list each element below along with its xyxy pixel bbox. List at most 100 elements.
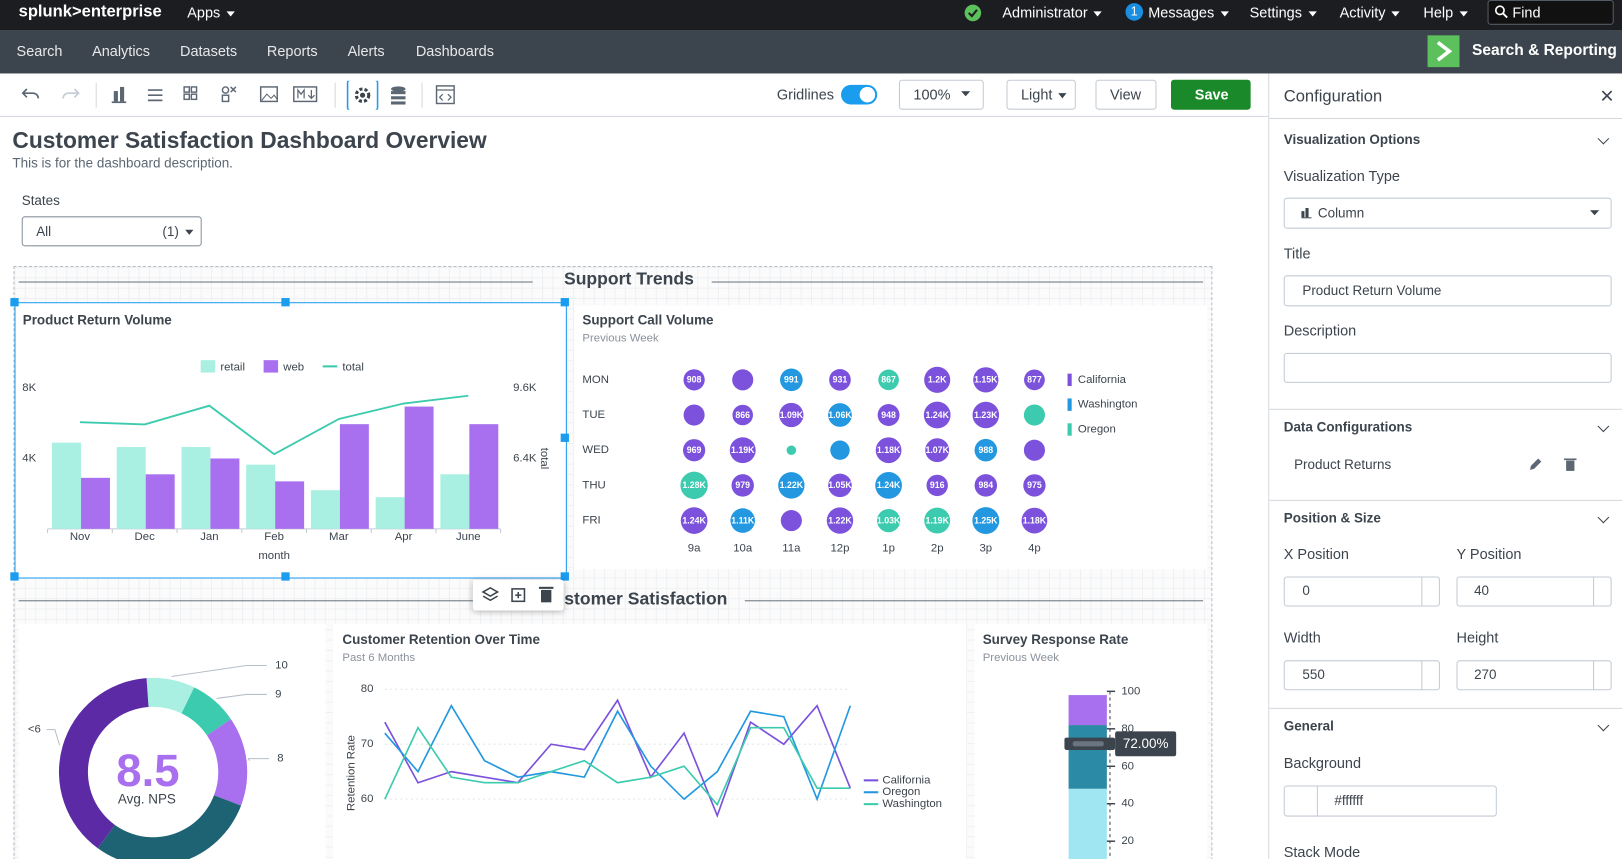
user-menu[interactable]: Administrator [1002,4,1102,21]
input-count: (1) [162,224,193,241]
messages-menu[interactable]: Messages [1148,4,1228,21]
resize-handle[interactable] [560,572,569,581]
theme-value: Light [1021,86,1067,103]
resize-handle[interactable] [10,572,19,581]
x-input[interactable] [1283,576,1441,607]
close-button[interactable] [1601,90,1613,101]
zoom-value: 100% [913,85,951,103]
input-label: States [21,192,60,209]
field-label: Width [1283,629,1321,646]
section-rule [711,281,1204,283]
panel[interactable] [974,624,1208,859]
section-header[interactable]: Visualization Options [1283,131,1421,147]
help-menu[interactable]: Help [1423,4,1467,21]
data-source-actions[interactable] [1529,457,1581,471]
app-icon [1427,35,1460,68]
height-input[interactable] [1456,660,1613,691]
resize-handle[interactable] [281,298,290,307]
width-input[interactable] [1283,660,1441,691]
title-input[interactable] [1283,275,1612,307]
field-label: Y Position [1456,545,1522,562]
height-value: 270 [1474,666,1497,683]
input-value: All [36,223,52,240]
field-label: Stack Mode [1283,843,1361,859]
save-button[interactable] [1170,79,1251,110]
y-input[interactable] [1456,576,1613,607]
divider [1269,499,1622,501]
status-icon [964,4,982,22]
logo[interactable]: splunk>enterprise [18,3,162,21]
settings-menu[interactable]: Settings [1250,4,1317,21]
caret [960,91,971,97]
section-header[interactable]: General [1283,718,1334,734]
nav-item[interactable]: Alerts [347,42,385,59]
column-icon [1301,208,1312,219]
divider [1269,707,1622,709]
background-value: #ffffff [1334,792,1364,809]
field-label: X Position [1283,545,1349,562]
panel-selected[interactable] [14,302,567,579]
nav-item[interactable]: Datasets [179,42,238,59]
description-input[interactable] [1283,352,1612,383]
nav-item[interactable]: Reports [266,42,318,59]
x-value: 0 [1302,582,1310,599]
app-bar [0,30,1622,74]
resize-handle[interactable] [281,572,290,581]
section-rule [18,600,474,602]
background-input[interactable] [1283,785,1497,817]
resize-handle[interactable] [560,433,569,442]
dashboard-description: This is for the dashboard description. [12,155,233,171]
resize-handle[interactable] [560,298,569,307]
save-label: Save [1194,85,1229,103]
field-label: Height [1456,629,1499,646]
view-label: View [1109,85,1142,103]
section-rule [744,600,1204,602]
zoom-select[interactable] [898,79,984,110]
field-label: Visualization Type [1283,167,1400,185]
search-icon [1494,5,1508,19]
spinner[interactable] [1421,576,1441,607]
divider [1269,117,1622,120]
viz-type-select[interactable] [1283,197,1612,229]
panel-actions[interactable] [472,579,564,611]
section-header[interactable]: Data Configurations [1283,419,1413,435]
section-title: Support Trends [563,269,694,289]
app-name[interactable]: Search & Reporting [1472,41,1617,59]
dashboard-title: Customer Satisfaction Dashboard Overview [12,127,487,154]
viz-type: Column [1317,204,1365,221]
resize-handle[interactable] [10,298,19,307]
nav-item[interactable]: Dashboards [415,42,494,59]
panel[interactable] [18,624,326,859]
toggle-knob [859,86,876,103]
section-rule [18,281,533,283]
toolbar-icons[interactable] [19,80,464,110]
spinner[interactable] [1421,660,1441,691]
nav-item[interactable]: Search [16,42,63,59]
width-value: 550 [1302,666,1325,683]
field-label: Background [1283,754,1362,772]
spinner[interactable] [1593,660,1613,691]
panel[interactable] [333,624,967,859]
spinner[interactable] [1593,576,1613,607]
gridlines-label: Gridlines [776,85,835,103]
divider [1269,408,1622,410]
activity-menu[interactable]: Activity [1340,4,1400,21]
swatch-divider [1316,785,1318,817]
section-header[interactable]: Position & Size [1283,510,1381,526]
y-value: 40 [1474,582,1490,599]
search-box[interactable] [1487,0,1614,25]
title-value: Product Return Volume [1302,282,1442,299]
nav-item[interactable]: Analytics [92,42,151,59]
search-placeholder: Find [1512,4,1541,21]
section-title: Customer Satisfaction [540,588,728,609]
message-badge: 1 [1125,3,1144,21]
view-button[interactable] [1095,79,1157,110]
panel[interactable] [574,305,1208,570]
gridlines-toggle[interactable] [840,84,878,105]
apps-menu[interactable]: Apps [187,4,235,21]
caret [1589,210,1600,216]
config-title: Configuration [1283,87,1383,106]
